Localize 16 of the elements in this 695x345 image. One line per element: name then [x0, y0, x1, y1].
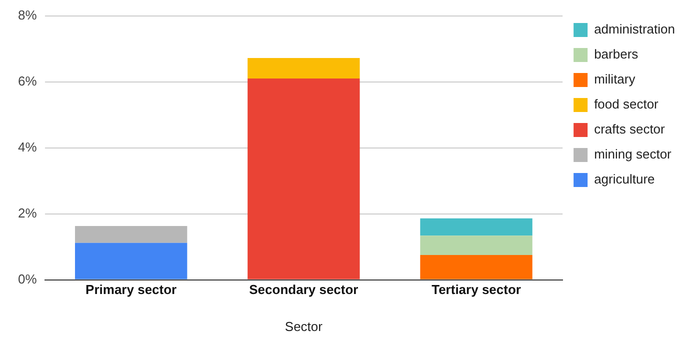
x-tick-label: Tertiary sector: [432, 282, 521, 298]
y-tick-label: 6%: [18, 73, 38, 88]
y-tick-label: 0%: [18, 271, 38, 286]
x-tick-label: Primary sector: [86, 282, 177, 298]
legend-label: agriculture: [594, 172, 655, 187]
legend-label: barbers: [594, 46, 639, 62]
legend-label: military: [594, 72, 636, 87]
legend-label: mining sector: [594, 146, 672, 162]
y-tick-label: 4%: [18, 139, 38, 154]
legend-label: administration: [594, 22, 676, 37]
x-axis-title: Sector: [284, 318, 324, 334]
y-tick-label: 8%: [18, 7, 38, 22]
x-tick-label: Secondary sector: [249, 282, 358, 298]
legend-label: crafts sector: [594, 122, 666, 137]
legend-label: food sector: [594, 96, 660, 112]
y-tick-label: 2%: [18, 205, 38, 220]
